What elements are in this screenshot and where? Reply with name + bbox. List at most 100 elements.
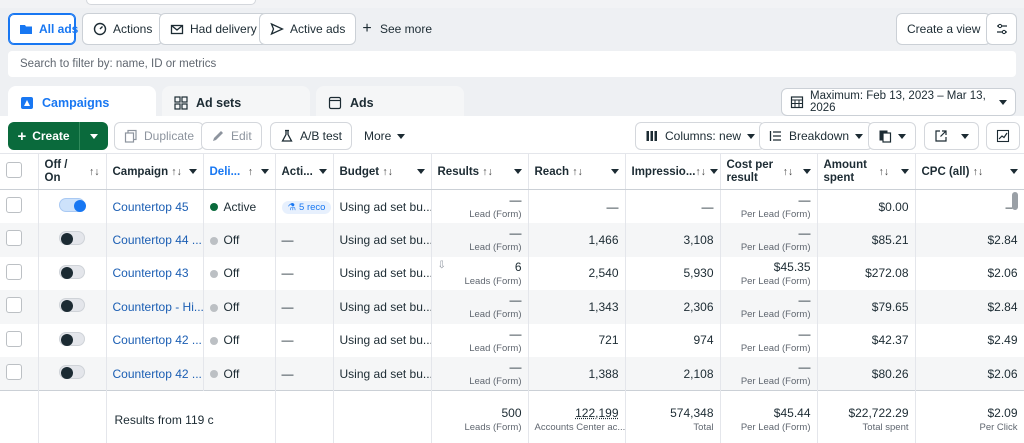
date-range-picker[interactable]: Maximum: Feb 13, 2023 – Mar 13, 2026 — [781, 88, 1016, 116]
tab-ads[interactable]: Ads — [316, 86, 464, 120]
export-dropdown-button[interactable] — [952, 122, 979, 150]
sort-asc-icon[interactable]: ↑ — [248, 166, 253, 178]
table-row[interactable]: Countertop 44 ... Off — Using ad set bu... —… — [0, 223, 1024, 257]
breakdown-button[interactable]: Breakdown — [759, 122, 873, 150]
chevron-down-icon[interactable] — [261, 169, 269, 174]
sort-icon[interactable]: ↑↓ — [695, 166, 706, 178]
header-delivery[interactable]: Deli... ↑ — [203, 154, 275, 190]
search-input[interactable]: Search to filter by: name, ID or metrics — [8, 51, 1016, 77]
reports-button[interactable] — [868, 122, 916, 150]
row-checkbox[interactable] — [6, 264, 22, 280]
row-checkbox[interactable] — [6, 230, 22, 246]
table-row[interactable]: Countertop - Hi... Off — Using ad set bu...… — [0, 290, 1024, 324]
campaign-name[interactable]: Countertop 43 — [106, 257, 203, 291]
amount-spent-cell: $42.37 — [817, 324, 915, 358]
campaign-name[interactable]: Countertop 44 ... — [106, 223, 203, 257]
chevron-down-icon[interactable] — [514, 169, 522, 174]
campaign-toggle[interactable] — [59, 265, 85, 279]
row-checkbox[interactable] — [6, 297, 22, 313]
footer-label: Results from 119 c — [106, 391, 275, 443]
select-all-checkbox[interactable] — [6, 162, 22, 178]
create-dropdown-button[interactable] — [80, 134, 108, 139]
header-actions[interactable]: Acti... — [275, 154, 333, 190]
reach-cell: 2,540 — [528, 257, 625, 291]
header-amount-spent[interactable]: Amount spent ↑↓ — [817, 154, 915, 190]
actions-cell[interactable]: ⚗ 5 reco — [275, 190, 333, 224]
table-row[interactable]: Countertop 42 ... Off — Using ad set bu... —… — [0, 324, 1024, 358]
results-cell: — Lead (Form) — [431, 357, 528, 391]
sort-icon[interactable]: ↑↓ — [572, 166, 583, 178]
header-cost-per-result[interactable]: Cost per result ↑↓ — [720, 154, 817, 190]
see-more-button[interactable]: + See more — [350, 13, 442, 45]
header-reach[interactable]: Reach ↑↓ — [528, 154, 625, 190]
sort-icon[interactable]: ↑↓ — [783, 166, 794, 178]
header-cpc[interactable]: CPC (all) ↑↓ — [915, 154, 1024, 190]
table-row[interactable]: Countertop 43 Off — Using ad set bu... ⇩ 6 Lea… — [0, 257, 1024, 291]
impressions-cell: 2,306 — [625, 290, 720, 324]
sort-icon[interactable]: ↑↓ — [89, 166, 100, 178]
all-ads-filter[interactable]: All ads — [8, 13, 76, 45]
sort-icon[interactable]: ↑↓ — [382, 166, 393, 178]
envelope-icon — [170, 22, 184, 36]
campaign-toggle[interactable] — [59, 332, 85, 346]
vertical-scrollbar[interactable] — [1012, 192, 1018, 210]
chevron-down-icon[interactable] — [803, 169, 811, 174]
breakdown-label: Breakdown — [789, 129, 849, 143]
chevron-down-icon[interactable] — [901, 169, 909, 174]
create-button[interactable]: + Create — [8, 122, 80, 150]
table-row[interactable]: Countertop 42 ... Off — Using ad set bu... —… — [0, 357, 1024, 391]
duplicate-label: Duplicate — [144, 129, 194, 143]
campaign-toggle[interactable] — [59, 198, 85, 212]
chevron-down-icon[interactable] — [189, 169, 197, 174]
tab-campaigns[interactable]: Campaigns — [8, 86, 156, 120]
sort-icon[interactable]: ↑↓ — [482, 166, 493, 178]
edit-button[interactable]: Edit — [201, 122, 262, 150]
chevron-down-icon[interactable] — [710, 169, 718, 174]
campaign-toggle[interactable] — [59, 365, 85, 379]
chevron-down-icon[interactable] — [319, 169, 327, 174]
delivery-status: Off — [203, 324, 275, 358]
columns-icon — [645, 129, 659, 143]
header-impressions[interactable]: Impressio...↑↓ — [625, 154, 720, 190]
chevron-down-icon — [747, 134, 755, 139]
header-off-on[interactable]: Off / On ↑↓ — [38, 154, 106, 190]
row-checkbox[interactable] — [6, 331, 22, 347]
footer-empty — [0, 391, 38, 443]
tab-ad-sets[interactable]: Ad sets — [162, 86, 310, 120]
settings-sliders-button[interactable] — [986, 13, 1017, 45]
results-cell: — Lead (Form) — [431, 290, 528, 324]
campaign-name[interactable]: Countertop - Hi... — [106, 290, 203, 324]
chevron-down-icon[interactable] — [417, 169, 425, 174]
cost-per-result-cell: — Per Lead (Form) — [720, 290, 817, 324]
header-budget[interactable]: Budget ↑↓ — [333, 154, 431, 190]
campaign-name[interactable]: Countertop 45 — [106, 190, 203, 224]
actions-filter[interactable]: Actions — [82, 13, 163, 45]
columns-button[interactable]: Columns: new — [635, 122, 765, 150]
create-view-button[interactable]: Create a view — [896, 13, 991, 45]
impressions-cell: 2,108 — [625, 357, 720, 391]
charts-button[interactable] — [986, 122, 1020, 150]
had-delivery-filter[interactable]: Had delivery — [159, 13, 268, 45]
row-checkbox[interactable] — [6, 364, 22, 380]
row-checkbox[interactable] — [6, 197, 22, 213]
header-campaign[interactable]: Campaign ↑↓ — [106, 154, 203, 190]
table-row[interactable]: Countertop 45 Active ⚗ 5 reco Using ad set b… — [0, 190, 1024, 224]
amount-spent-cell: $85.21 — [817, 223, 915, 257]
recommendations-badge[interactable]: ⚗ 5 reco — [282, 201, 332, 214]
header-results[interactable]: Results ↑↓ — [431, 154, 528, 190]
sort-icon[interactable]: ↑↓ — [973, 166, 984, 178]
duplicate-button[interactable]: Duplicate — [114, 122, 204, 150]
campaign-name[interactable]: Countertop 42 ... — [106, 357, 203, 391]
chevron-down-icon[interactable] — [611, 169, 619, 174]
more-button[interactable]: More — [355, 122, 414, 150]
sort-icon[interactable]: ↑↓ — [171, 166, 182, 178]
send-icon — [270, 22, 284, 36]
campaign-toggle[interactable] — [59, 298, 85, 312]
campaign-toggle[interactable] — [59, 231, 85, 245]
campaign-name[interactable]: Countertop 42 ... — [106, 324, 203, 358]
chevron-down-icon[interactable] — [1010, 169, 1018, 174]
sort-icon[interactable]: ↑↓ — [878, 166, 889, 178]
cost-per-result-cell: — Per Lead (Form) — [720, 223, 817, 257]
active-ads-filter[interactable]: Active ads — [259, 13, 356, 45]
ab-test-button[interactable]: A/B test — [270, 122, 352, 150]
